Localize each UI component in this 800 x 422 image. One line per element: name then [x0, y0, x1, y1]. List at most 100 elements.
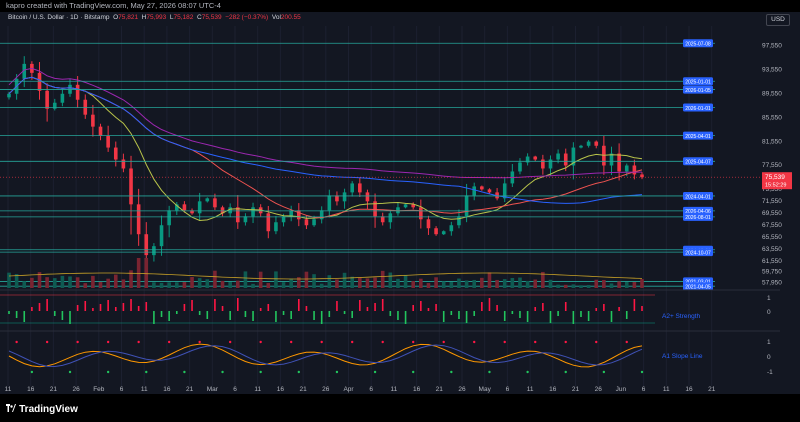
volume-bar: [342, 272, 347, 288]
strength-bar: [46, 299, 48, 311]
price-tick-label: 97,550: [762, 43, 782, 50]
candle-body: [449, 225, 454, 232]
strength-bar: [397, 311, 399, 320]
strength-bar: [343, 311, 346, 314]
date-tick-label: 16: [549, 386, 557, 393]
strength-bar: [572, 311, 575, 324]
strength-bar: [420, 301, 422, 311]
signal-dot-bottom: [526, 370, 529, 374]
candle-body: [281, 216, 286, 223]
strength-bar: [442, 311, 445, 322]
price-chart[interactable]: 2025-07-08 2025-01-01 2026-01-05 2026-01-01…: [0, 26, 800, 394]
panel-title: A2+ Strength: [662, 313, 701, 320]
volume-bar: [243, 271, 248, 288]
date-tick-label: Jun: [616, 386, 627, 393]
date-tick-label: 21: [436, 386, 444, 393]
signal-dot-top: [167, 340, 171, 344]
price-tick-label: 61,550: [762, 258, 782, 265]
strength-bar: [198, 311, 201, 315]
volume-bar: [579, 285, 583, 288]
candle-body: [98, 126, 103, 136]
strength-bar: [488, 298, 491, 311]
candle-body: [37, 72, 42, 91]
price-tick-label: 57,950: [762, 279, 782, 286]
volume-bar: [144, 258, 149, 288]
strength-bar: [298, 299, 300, 311]
strength-bar: [450, 311, 453, 315]
candle-body: [434, 228, 438, 235]
volume-bar: [548, 279, 553, 288]
volume-bar: [37, 272, 42, 288]
level-tag: [683, 77, 713, 86]
level-tag-label: 2021-04-05: [685, 285, 711, 291]
signal-dot-bottom: [183, 370, 186, 374]
signal-dot-bottom: [106, 370, 110, 374]
strength-bar: [351, 311, 353, 318]
strength-bar: [8, 311, 10, 314]
candle-body: [289, 210, 293, 217]
level-tag-label: 2026-01-01: [685, 106, 711, 112]
strength-bar: [526, 311, 529, 322]
date-tick-label: 21: [708, 386, 716, 393]
candle-body: [167, 210, 171, 226]
volume-bar: [602, 279, 606, 288]
candle-body: [640, 174, 644, 178]
volume-bar: [7, 272, 11, 288]
candle-body: [197, 201, 202, 214]
signal-dot-top: [381, 340, 384, 344]
volume-bar: [350, 276, 354, 288]
volume-bar: [213, 270, 217, 288]
signal-dot-bottom: [602, 370, 606, 374]
candle-body: [487, 189, 492, 193]
price-tick-label: 65,550: [762, 234, 782, 241]
price-tick-label: 77,550: [762, 162, 782, 169]
panel-scale-label: -1: [767, 369, 773, 376]
volume-bar: [129, 270, 133, 288]
signal-dot-top: [412, 340, 415, 344]
volume-bar: [52, 278, 57, 288]
candle-body: [563, 153, 568, 166]
footer-bar: TradingView: [0, 394, 800, 422]
price-tick-label: 59,750: [762, 269, 782, 276]
panel-scale-label: 0: [767, 354, 771, 361]
volume-bar: [297, 277, 301, 288]
ma-slow-line: [8, 76, 643, 204]
signal-dot-bottom: [412, 370, 415, 374]
volume-bar: [373, 277, 377, 288]
currency-selector-button[interactable]: USD: [766, 14, 790, 26]
last-price-label: 75,539: [765, 174, 785, 181]
volume-bar: [480, 277, 484, 288]
candle-body: [312, 219, 316, 226]
date-tick-label: 6: [642, 386, 646, 393]
level-tag-label: 2025-04-01: [685, 134, 711, 140]
strength-bar: [38, 303, 41, 311]
candle-body: [541, 159, 545, 169]
signal-dot-top: [350, 340, 354, 344]
candle-body: [266, 213, 271, 232]
volume-bar: [533, 279, 538, 288]
strength-bar: [168, 311, 170, 321]
strength-bar: [107, 300, 109, 311]
strength-bar: [389, 311, 392, 316]
volume-bar: [182, 282, 187, 288]
candle-body: [556, 153, 560, 160]
strength-bar: [542, 303, 544, 311]
candle-body: [579, 145, 583, 148]
strength-bar: [587, 311, 590, 321]
date-tick-label: 6: [506, 386, 510, 393]
strength-bar: [130, 299, 132, 311]
price-axis: 97,550 93,550 89,550 85,550 81,550 77,550 73,5…: [762, 43, 782, 287]
strength-bar: [511, 311, 514, 314]
candle-body: [426, 219, 431, 229]
strength-bar: [122, 303, 125, 311]
candle-body: [388, 213, 393, 223]
volume-bar: [159, 282, 164, 288]
legend-volume: 200.55: [280, 14, 301, 21]
level-lines: 2025-07-08 2025-01-01 2026-01-05 2026-01-01…: [0, 39, 715, 291]
signal-dot-bottom: [640, 370, 644, 374]
candle-body: [121, 159, 126, 169]
candle-body: [274, 222, 278, 232]
tradingview-logo-icon: [6, 404, 16, 412]
level-tag-label: 2026-04-06: [685, 209, 711, 215]
signal-dot-top: [320, 340, 323, 344]
